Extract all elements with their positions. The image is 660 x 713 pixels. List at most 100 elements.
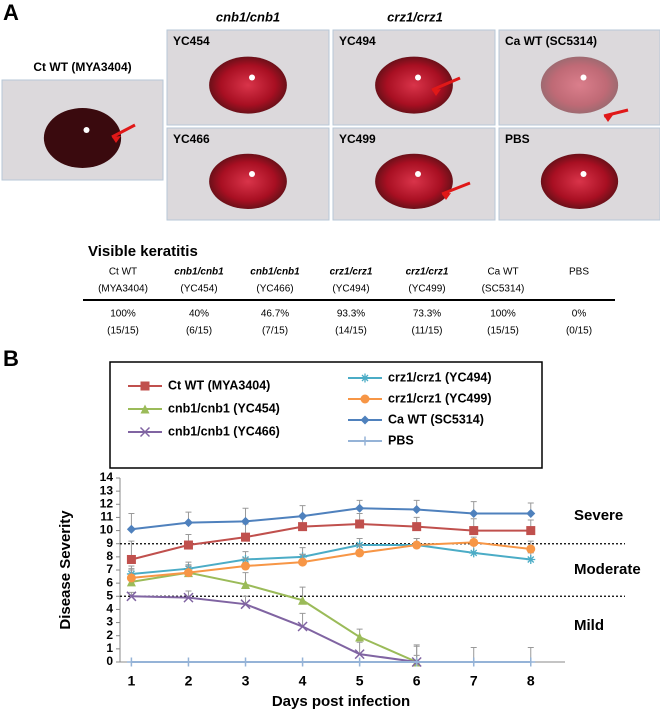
series-line (131, 595, 417, 663)
table-cell: (15/15) (487, 326, 519, 337)
marker (354, 649, 365, 660)
marker (526, 508, 536, 518)
table-title: Visible keratitis (88, 243, 198, 260)
table-header: (YC466) (256, 284, 293, 295)
eye-glint (415, 171, 421, 177)
y-tick-label: 12 (100, 496, 114, 510)
marker (183, 518, 193, 528)
legend-label: crz1/crz1 (YC499) (388, 391, 492, 405)
photo-label: Ca WT (SC5314) (505, 34, 597, 48)
table-cell: (7/15) (262, 326, 288, 337)
legend-marker (140, 404, 150, 414)
marker (526, 544, 536, 554)
y-tick-label: 2 (106, 628, 113, 642)
legend-marker (360, 436, 370, 446)
table-cell: (14/15) (335, 326, 367, 337)
y-tick-label: 1 (106, 641, 113, 655)
marker (355, 657, 365, 667)
arrow (431, 76, 461, 92)
table-cell: 0% (572, 309, 587, 320)
legend-label: Ct WT (MYA3404) (168, 378, 270, 392)
marker (412, 540, 422, 550)
marker (126, 573, 136, 583)
marker (298, 522, 308, 532)
photo-label: PBS (505, 132, 530, 146)
y-tick-label: 8 (106, 549, 113, 563)
legend-label: Ca WT (SC5314) (388, 412, 484, 426)
photo-label: YC494 (339, 34, 376, 48)
y-tick-label: 0 (106, 654, 113, 668)
marker (355, 519, 365, 529)
marker (469, 508, 479, 518)
marker (183, 657, 193, 667)
x-tick-label: 3 (242, 673, 250, 689)
series-line (131, 507, 531, 531)
marker (241, 561, 251, 571)
arrow (111, 123, 136, 139)
y-tick-label: 6 (106, 575, 113, 589)
marker (297, 621, 308, 632)
marker (298, 511, 308, 521)
x-tick-label: 2 (185, 673, 193, 689)
group-label: crz1/crz1 (387, 9, 443, 24)
eye (209, 153, 287, 209)
legend-label: crz1/crz1 (YC494) (388, 370, 492, 384)
legend-label: PBS (388, 433, 414, 447)
legend-box (109, 361, 543, 469)
y-tick-label: 4 (106, 602, 113, 616)
marker (412, 657, 422, 667)
marker (469, 657, 479, 667)
eye-glint (249, 74, 255, 81)
legend-marker (139, 426, 151, 438)
eye (375, 56, 453, 114)
table-cell: 40% (189, 309, 209, 320)
marker (526, 554, 536, 564)
photo-label: Ct WT (MYA3404) (33, 60, 131, 74)
y-tick-label: 9 (106, 536, 113, 550)
legend-label: cnb1/cnb1 (YC466) (168, 424, 280, 438)
legend-marker (360, 415, 370, 425)
x-tick-label: 7 (470, 673, 478, 689)
series-line (131, 571, 418, 663)
table-header: cnb1/cnb1 (250, 267, 300, 278)
x-tick-label: 1 (128, 673, 136, 689)
y-tick-label: 11 (100, 510, 113, 524)
y-tick-label: 13 (100, 483, 114, 497)
marker (126, 657, 136, 667)
table-cell: (6/15) (186, 326, 212, 337)
x-tick-label: 5 (356, 673, 364, 689)
legend-marker (360, 394, 370, 404)
marker (526, 526, 536, 536)
y-tick-label: 3 (106, 615, 113, 629)
table-header: (MYA3404) (98, 284, 148, 295)
y-tick-label: 7 (106, 562, 113, 576)
error-bar (242, 595, 249, 605)
arrow-head (432, 89, 441, 96)
table-cell: (0/15) (566, 326, 592, 337)
marker (469, 526, 479, 536)
table-cell: 93.3% (337, 309, 365, 320)
y-tick-label: 10 (100, 523, 114, 537)
table-header: (YC499) (408, 284, 445, 295)
table-cell: 46.7% (261, 309, 289, 320)
series-line (131, 522, 531, 561)
marker (183, 568, 193, 578)
eye (540, 153, 619, 209)
table-cell: 100% (110, 309, 136, 320)
legend-marker (140, 381, 150, 391)
panel-label: B (3, 346, 19, 371)
eye-glint (580, 74, 587, 81)
table-header: Ca WT (487, 267, 518, 278)
table-header: Ct WT (109, 267, 137, 278)
marker (241, 579, 251, 589)
marker (126, 591, 137, 602)
table-header: crz1/crz1 (330, 267, 373, 278)
arrow (441, 181, 471, 196)
region-label: Moderate (574, 561, 641, 578)
eye-glint (249, 171, 255, 177)
marker (240, 599, 251, 610)
eye-glint (580, 171, 587, 177)
marker (355, 548, 365, 558)
table-cell: (15/15) (107, 326, 139, 337)
table-header: crz1/crz1 (406, 267, 449, 278)
